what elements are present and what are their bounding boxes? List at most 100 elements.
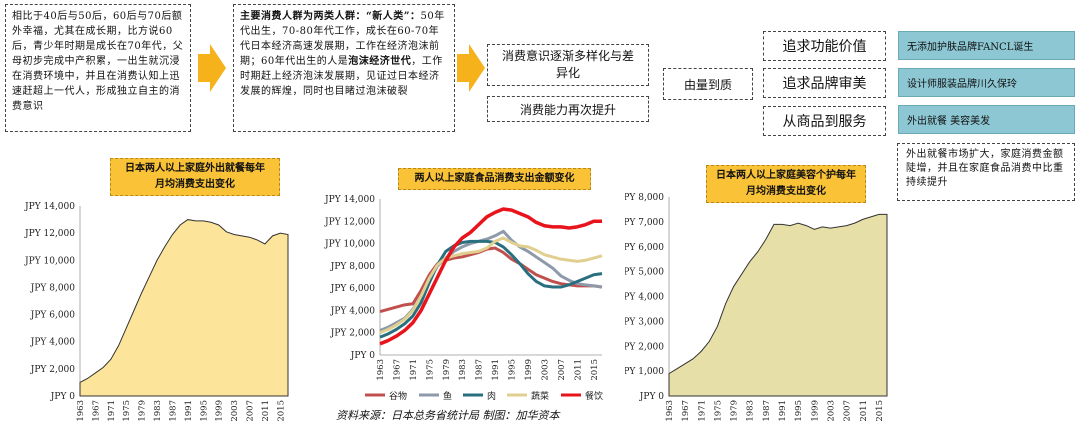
x-tick-label: 1991 xyxy=(778,400,788,422)
x-tick-label: 1971 xyxy=(409,359,419,381)
x-tick-label: 1971 xyxy=(107,400,117,422)
x-tick-label: 1979 xyxy=(442,359,452,381)
x-tick-label: 1979 xyxy=(138,400,148,422)
y-tick-label: JPY 7,000 xyxy=(625,218,664,228)
y-tick-label: JPY 1,000 xyxy=(625,367,664,377)
x-tick-label: 2011 xyxy=(261,400,271,422)
y-tick-label: JPY 6,000 xyxy=(30,311,76,321)
x-tick-label: 1963 xyxy=(665,400,675,422)
chart1-title-text: 日本两人以上家庭外出就餐每年月均消费支出变化 xyxy=(125,163,265,190)
y-tick-label: JPY 4,000 xyxy=(30,338,76,348)
pursuit-box-1: 追求功能价值 xyxy=(763,31,886,61)
series-line-蔬菜 xyxy=(379,236,603,335)
x-tick-label: 1983 xyxy=(458,359,468,381)
x-tick-label: 2015 xyxy=(276,400,286,422)
y-tick-label: JPY 2,000 xyxy=(330,329,376,339)
consumer-group-bubble-gen: 泡沫经济世代 xyxy=(348,56,412,67)
x-tick-label: 1987 xyxy=(475,359,485,381)
x-tick-label: 1995 xyxy=(794,400,804,422)
x-tick-label: 2003 xyxy=(230,400,240,422)
note-text: 外出就餐市场扩大，家庭消费金额陡增，并且在家庭食品消费中比重持续提升 xyxy=(906,149,1064,188)
example-box-2: 设计师服装品牌川久保玲 xyxy=(898,68,1075,97)
quantity-to-quality-text: 由量到质 xyxy=(683,77,732,92)
y-tick-label: JPY 0 xyxy=(639,392,664,402)
y-tick-label: JPY 14,000 xyxy=(324,195,375,205)
series-line-谷物 xyxy=(379,246,603,313)
y-tick-label: JPY 4,000 xyxy=(625,293,664,303)
intro-text: 相比于40后与50后，60后与70后额外幸福，尤其在成长期，比方说60后，青少年… xyxy=(12,11,184,112)
y-tick-label: JPY 2,000 xyxy=(30,365,76,375)
note-box: 外出就餐市场扩大，家庭消费金额陡增，并且在家庭食品消费中比重持续提升 xyxy=(897,143,1075,201)
legend-label-鱼: 鱼 xyxy=(443,390,452,402)
y-tick-label: JPY 5,000 xyxy=(625,268,664,278)
diversification-text: 消费意识逐渐多样化与差异化 xyxy=(501,49,634,80)
example-box-3: 外出就餐 美容美发 xyxy=(898,105,1075,134)
x-tick-label: 1983 xyxy=(153,400,163,422)
legend-label-蔬菜: 蔬菜 xyxy=(531,390,549,402)
area-series xyxy=(668,213,888,397)
series-line-肉 xyxy=(379,239,603,339)
area-series xyxy=(79,219,289,397)
x-tick-label: 1975 xyxy=(713,400,723,422)
example-text-2: 设计师服装品牌川久保玲 xyxy=(907,79,1017,90)
x-tick-label: 2011 xyxy=(859,400,869,422)
y-tick-label: JPY 3,000 xyxy=(625,317,664,327)
x-tick-label: 2007 xyxy=(557,359,567,381)
x-tick-label: 1975 xyxy=(425,359,435,381)
x-tick-label: 1963 xyxy=(376,359,386,381)
x-tick-label: 2003 xyxy=(540,359,550,381)
x-tick-label: 1987 xyxy=(168,400,178,422)
y-tick-label: JPY 12,000 xyxy=(24,229,75,239)
x-tick-label: 1971 xyxy=(697,400,707,422)
x-tick-label: 2003 xyxy=(826,400,836,422)
chart3-beauty-care: JPY 0 JPY 1,000 JPY 2,000 JPY 3,000 JPY 4,00… xyxy=(625,193,888,422)
pursuit-text-3: 从商品到服务 xyxy=(782,114,867,130)
x-tick-label: 1987 xyxy=(762,400,772,422)
x-tick-label: 1995 xyxy=(508,359,518,381)
pursuit-box-3: 从商品到服务 xyxy=(763,106,886,136)
y-tick-label: JPY 6,000 xyxy=(330,284,376,294)
x-tick-label: 2007 xyxy=(245,400,255,422)
y-tick-label: JPY 8,000 xyxy=(30,283,76,293)
consumer-group-box: 主要消费人群为两类人群：“新人类”：50年代出生，70-80年代工作，成长在60… xyxy=(233,4,455,132)
chart3-title: 日本两人以上家庭美容个护每年月均消费支出变化 xyxy=(706,165,866,203)
pursuit-text-2: 追求品牌审美 xyxy=(782,76,867,92)
x-tick-label: 1991 xyxy=(184,400,194,422)
chart3-title-text: 日本两人以上家庭美容个护每年月均消费支出变化 xyxy=(716,170,856,197)
legend-label-谷物: 谷物 xyxy=(389,390,407,402)
chart2-title: 两人以上家庭食品消费支出金额变化 xyxy=(398,168,591,190)
x-tick-label: 1967 xyxy=(392,359,402,381)
x-tick-label: 1983 xyxy=(746,400,756,422)
y-tick-label: JPY 10,000 xyxy=(324,240,375,250)
y-tick-label: JPY 8,000 xyxy=(625,193,664,203)
pursuit-text-1: 追求功能价值 xyxy=(782,39,867,55)
x-tick-label: 1991 xyxy=(491,359,501,381)
x-tick-label: 1979 xyxy=(730,400,740,422)
y-tick-label: JPY 14,000 xyxy=(24,202,75,212)
series-line-餐饮 xyxy=(379,207,602,346)
consumer-group-text-2: ，工作时期赶上经济泡沫发展期，见证过日本经济发展的辉煌，同时也目睹过泡沫破裂 xyxy=(240,56,443,97)
x-tick-label: 2007 xyxy=(843,400,853,422)
y-tick-label: JPY 4,000 xyxy=(330,306,376,316)
legend-label-餐饮: 餐饮 xyxy=(585,390,603,402)
y-tick-label: JPY 10,000 xyxy=(24,256,75,266)
x-tick-label: 1967 xyxy=(681,400,691,422)
y-tick-label: JPY 0 xyxy=(50,392,75,402)
y-tick-label: JPY 12,000 xyxy=(324,217,375,227)
y-tick-label: JPY 8,000 xyxy=(330,262,376,272)
x-tick-label: 2015 xyxy=(875,400,885,422)
arrow-1-icon xyxy=(198,44,226,92)
x-tick-label: 1999 xyxy=(524,359,534,381)
y-tick-label: JPY 2,000 xyxy=(625,342,664,352)
chart1-title: 日本两人以上家庭外出就餐每年月均消费支出变化 xyxy=(110,158,280,196)
x-tick-label: 1995 xyxy=(199,400,209,422)
quantity-to-quality-box: 由量到质 xyxy=(663,68,753,100)
x-tick-label: 1999 xyxy=(810,400,820,422)
spending-power-text: 消费能力再次提升 xyxy=(519,102,616,117)
x-tick-label: 1975 xyxy=(122,400,132,422)
chart2-title-text: 两人以上家庭食品消费支出金额变化 xyxy=(414,173,575,184)
legend-label-肉: 肉 xyxy=(487,390,496,402)
diversification-box: 消费意识逐渐多样化与差异化 xyxy=(487,44,649,86)
example-text-1: 无添加护肤品牌FANCL诞生 xyxy=(907,42,1034,53)
intro-box: 相比于40后与50后，60后与70后额外幸福，尤其在成长期，比方说60后，青少年… xyxy=(5,4,191,132)
